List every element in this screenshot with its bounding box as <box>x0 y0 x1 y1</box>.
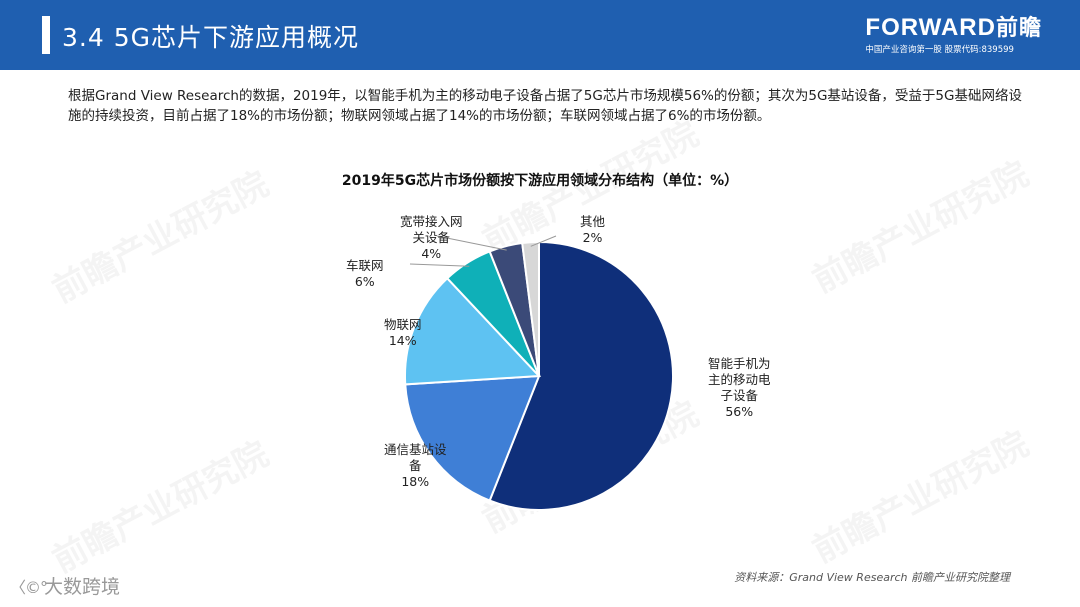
page-title: 3.4 5G芯片下游应用概况 <box>62 23 359 52</box>
slice-label-line: 车联网 <box>346 258 384 273</box>
brand-cn: 前瞻 <box>995 16 1042 41</box>
header-bar: 3.4 5G芯片下游应用概况 FORWARD前瞻 中国产业咨询第一股 股票代码:… <box>0 0 1080 70</box>
brand-logo: FORWARD前瞻 中国产业咨询第一股 股票代码:839599 <box>865 10 1042 55</box>
footer-logo-text: 大数跨境 <box>44 576 121 598</box>
slice-label: 智能手机为 主的移动电 子设备 56% <box>708 356 771 420</box>
slice-label-line: 14% <box>388 333 417 348</box>
slice-label-line: 智能手机为 <box>708 356 771 371</box>
source-note: 资料来源：Grand View Research 前瞻产业研究院整理 <box>734 571 1010 584</box>
slice-label-line: 主的移动电 <box>708 372 771 387</box>
slice-label: 宽带接入网 关设备 4% <box>400 214 463 262</box>
slice-label: 通信基站设备 18% <box>384 442 447 490</box>
leader-line <box>409 263 470 267</box>
slice-label-line: 其他 <box>580 214 606 229</box>
slice-label-line: 6% <box>354 274 375 289</box>
slice-label-line: 4% <box>421 246 442 261</box>
slice-label: 物联网 14% <box>384 317 422 349</box>
pie-slice <box>521 240 540 377</box>
slice-label-line: 子设备 <box>720 388 759 403</box>
pie-slice <box>404 374 541 502</box>
brand-tagline: 中国产业咨询第一股 股票代码:839599 <box>865 45 1014 55</box>
slice-label-line: 通信基站设 <box>384 442 447 457</box>
slice-label: 其他 2% <box>580 214 605 246</box>
slice-label-line: 18% <box>401 474 430 489</box>
slice-label-line: 备 <box>409 458 422 473</box>
title-accent-bar <box>42 16 50 54</box>
chart-title: 2019年5G芯片市场份额按下游应用领域分布结构（单位：%） <box>341 173 739 189</box>
leader-line <box>530 235 557 247</box>
brand-latin: FORWARD <box>865 14 996 41</box>
slice-label: 车联网 6% <box>346 258 384 290</box>
pie-slice <box>488 240 674 511</box>
pie-slice <box>403 276 542 386</box>
slice-label-line: 2% <box>582 230 603 245</box>
intro-paragraph: 根据Grand View Research的数据，2019年，以智能手机为主的移… <box>68 88 1022 124</box>
slice-label-line: 物联网 <box>384 317 422 332</box>
brand-icon: 〈©° <box>10 578 48 597</box>
brand-name: FORWARD前瞻 <box>865 10 1042 42</box>
slice-label-line: 宽带接入网 <box>400 214 463 229</box>
footer-logo: 〈©°大数跨境 <box>10 572 120 599</box>
slice-label-line: 关设备 <box>412 230 451 245</box>
slice-label-line: 56% <box>725 404 754 419</box>
leader-line <box>436 235 507 251</box>
